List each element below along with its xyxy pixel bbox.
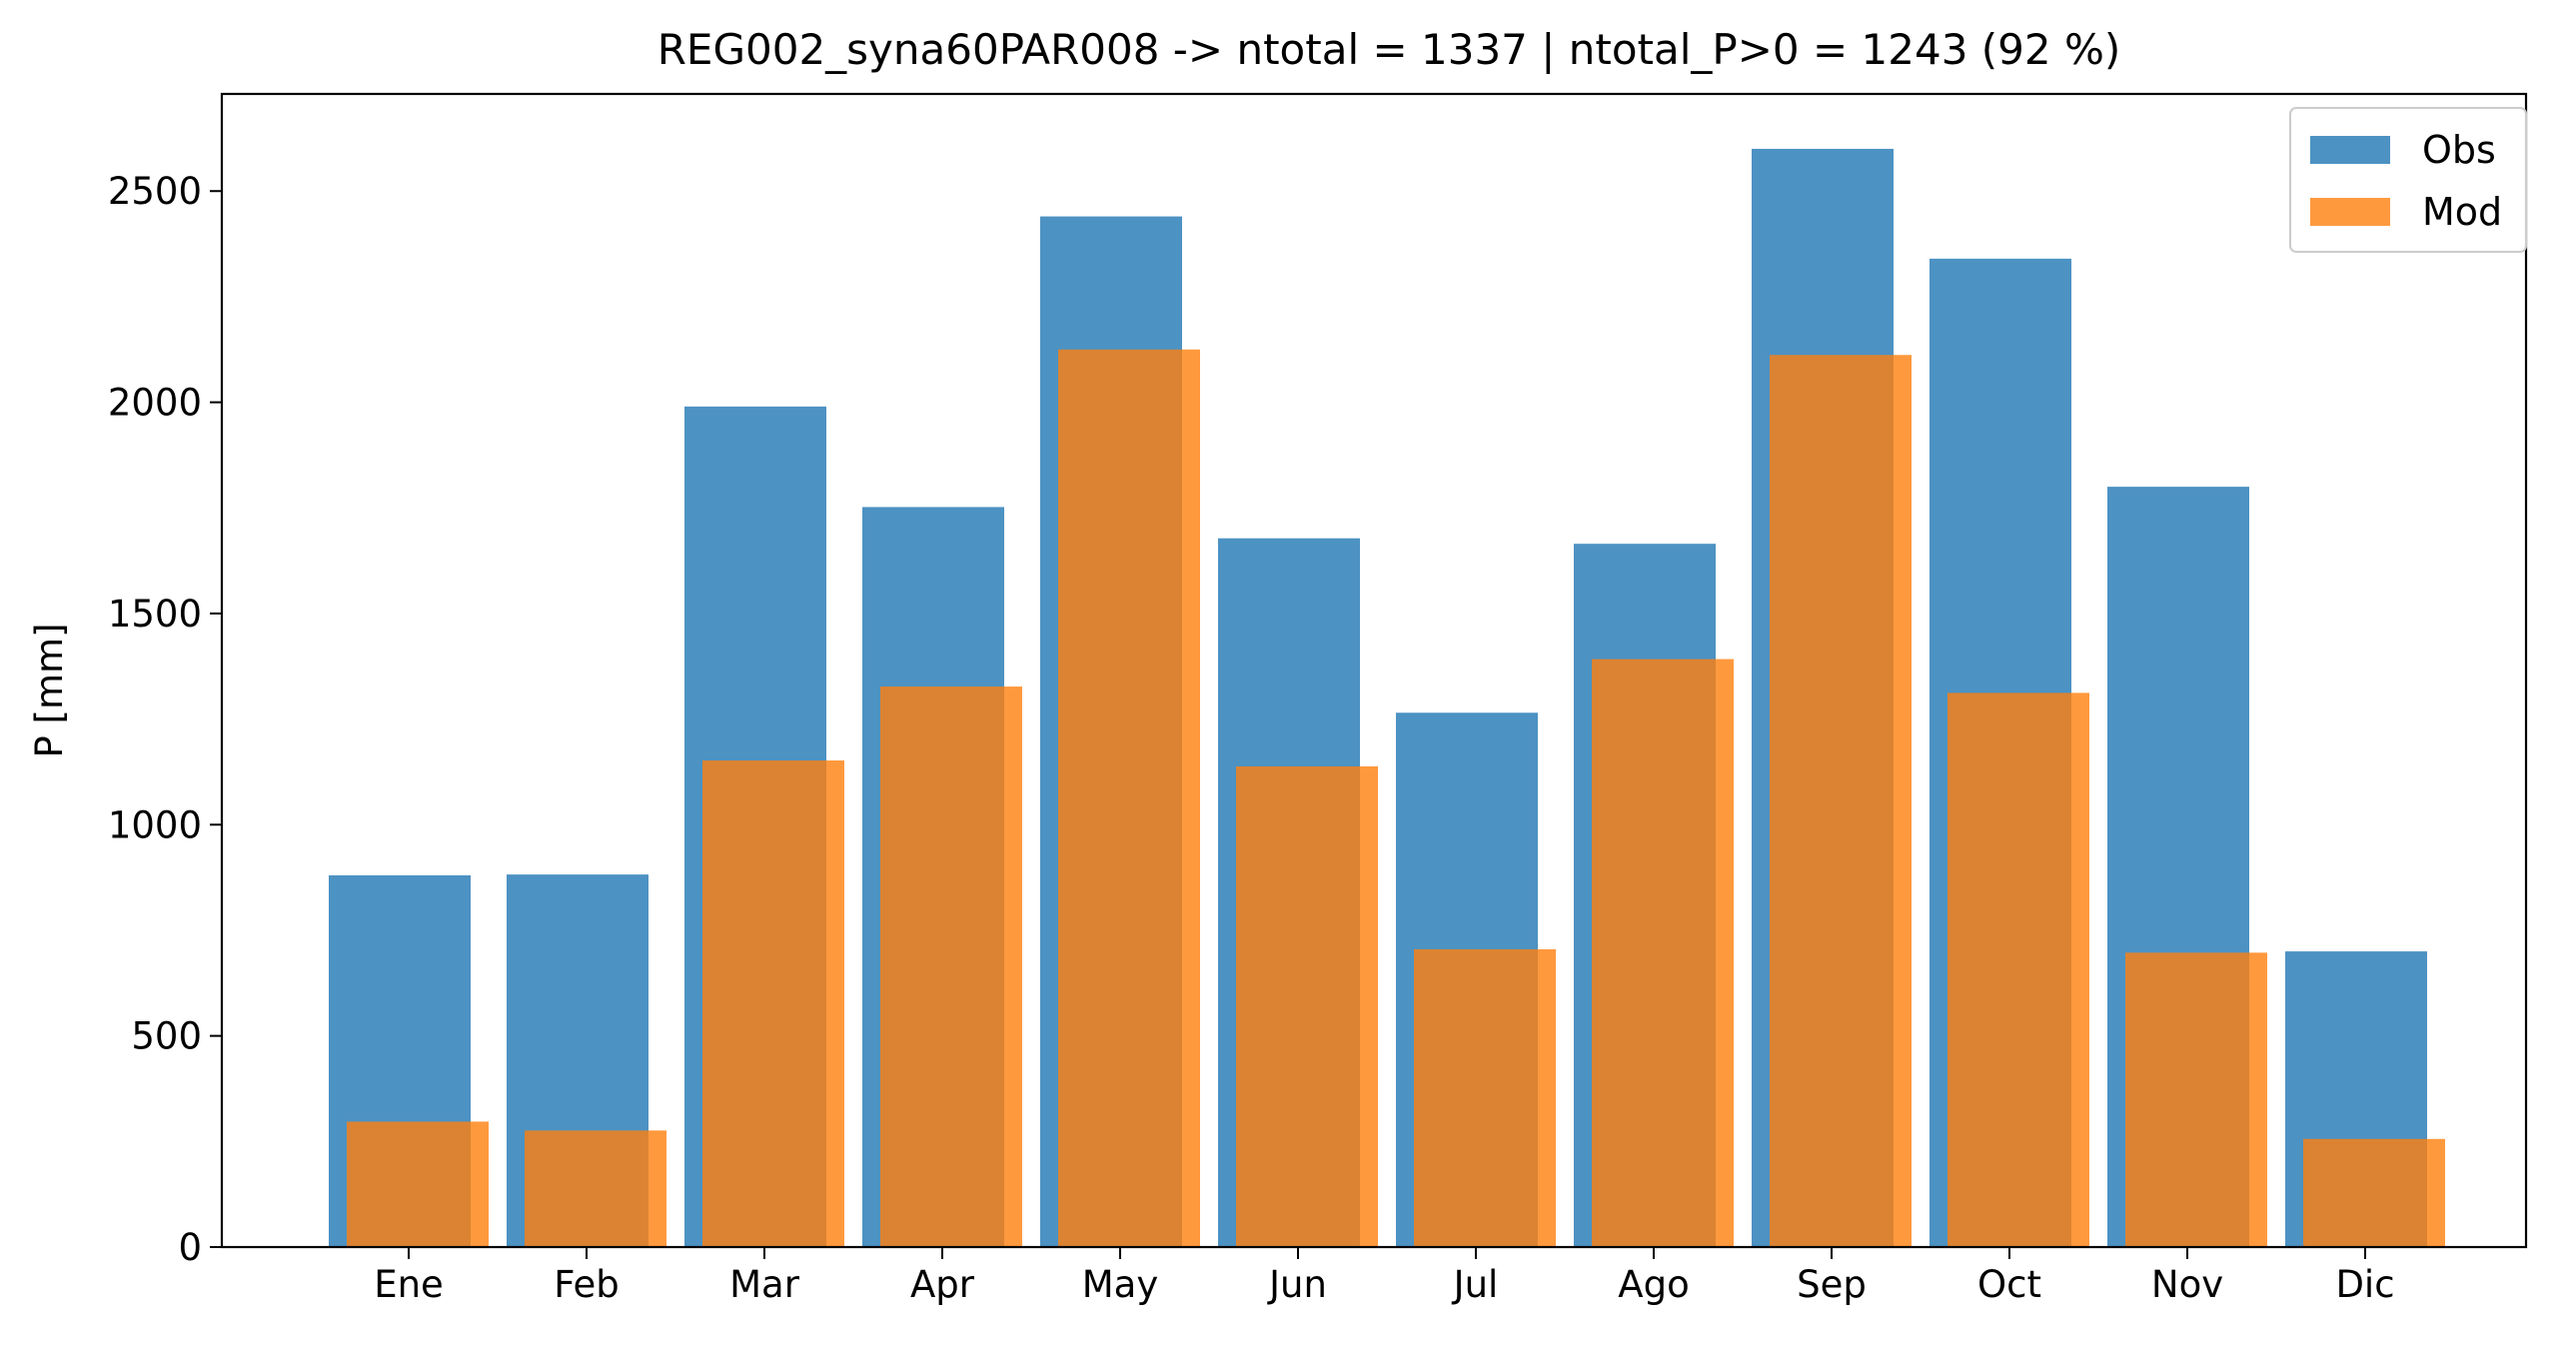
plot-frame — [220, 92, 2528, 1249]
plot-area: 0 500 1000 1500 2000 2500 Ene Feb Mar Apr May Jun J… — [108, 92, 2528, 1306]
legend-label-mod: Mod — [2422, 190, 2502, 234]
bar-mod-ago — [1592, 659, 1734, 1247]
x-axis: Ene Feb Mar Apr May Jun Jul Ago Sep Oct Nov Dic — [374, 1247, 2395, 1306]
y-tick-label: 2000 — [108, 382, 202, 425]
bar-mod-sep — [1770, 355, 1912, 1247]
y-tick-label: 0 — [178, 1226, 202, 1269]
bar-mod-feb — [525, 1130, 666, 1247]
bar-mod-oct — [1947, 692, 2089, 1247]
y-axis-label: P [mm] — [28, 623, 71, 757]
legend-swatch-mod — [2310, 198, 2390, 226]
bar-mod-may — [1058, 349, 1200, 1247]
chart-title: REG002_syna60PAR008 -> ntotal = 1337 | n… — [657, 25, 2121, 74]
x-tick-label: Ago — [1618, 1263, 1689, 1306]
y-axis: 0 500 1000 1500 2000 2500 — [108, 170, 222, 1269]
bar-mod-dic — [2303, 1138, 2445, 1247]
y-tick-label: 500 — [131, 1015, 202, 1058]
bar-mod-nov — [2125, 952, 2267, 1247]
legend-label-obs: Obs — [2422, 128, 2496, 172]
x-tick-label: Nov — [2151, 1263, 2223, 1306]
bar-mod-jul — [1414, 948, 1556, 1247]
bar-mod-mar — [702, 760, 844, 1247]
y-tick-label: 1000 — [108, 803, 202, 846]
x-tick-label: Dic — [2335, 1263, 2394, 1306]
y-tick-label: 2500 — [108, 170, 202, 213]
x-tick-label: Feb — [554, 1263, 620, 1306]
mod-bars — [347, 349, 2445, 1247]
legend: Obs Mod — [2289, 107, 2527, 253]
bar-mod-apr — [880, 686, 1022, 1247]
y-tick-label: 1500 — [108, 593, 202, 636]
x-tick-label: Jul — [1452, 1263, 1499, 1306]
x-tick-label: Apr — [910, 1263, 975, 1306]
x-tick-label: Oct — [1977, 1263, 2041, 1306]
legend-swatch-obs — [2310, 136, 2390, 164]
x-tick-label: Sep — [1797, 1263, 1867, 1306]
x-tick-label: Mar — [729, 1263, 800, 1306]
x-tick-label: May — [1082, 1263, 1159, 1306]
x-tick-label: Ene — [374, 1263, 444, 1306]
x-tick-label: Jun — [1267, 1263, 1327, 1306]
bar-mod-ene — [347, 1121, 489, 1247]
bar-mod-jun — [1236, 765, 1378, 1247]
